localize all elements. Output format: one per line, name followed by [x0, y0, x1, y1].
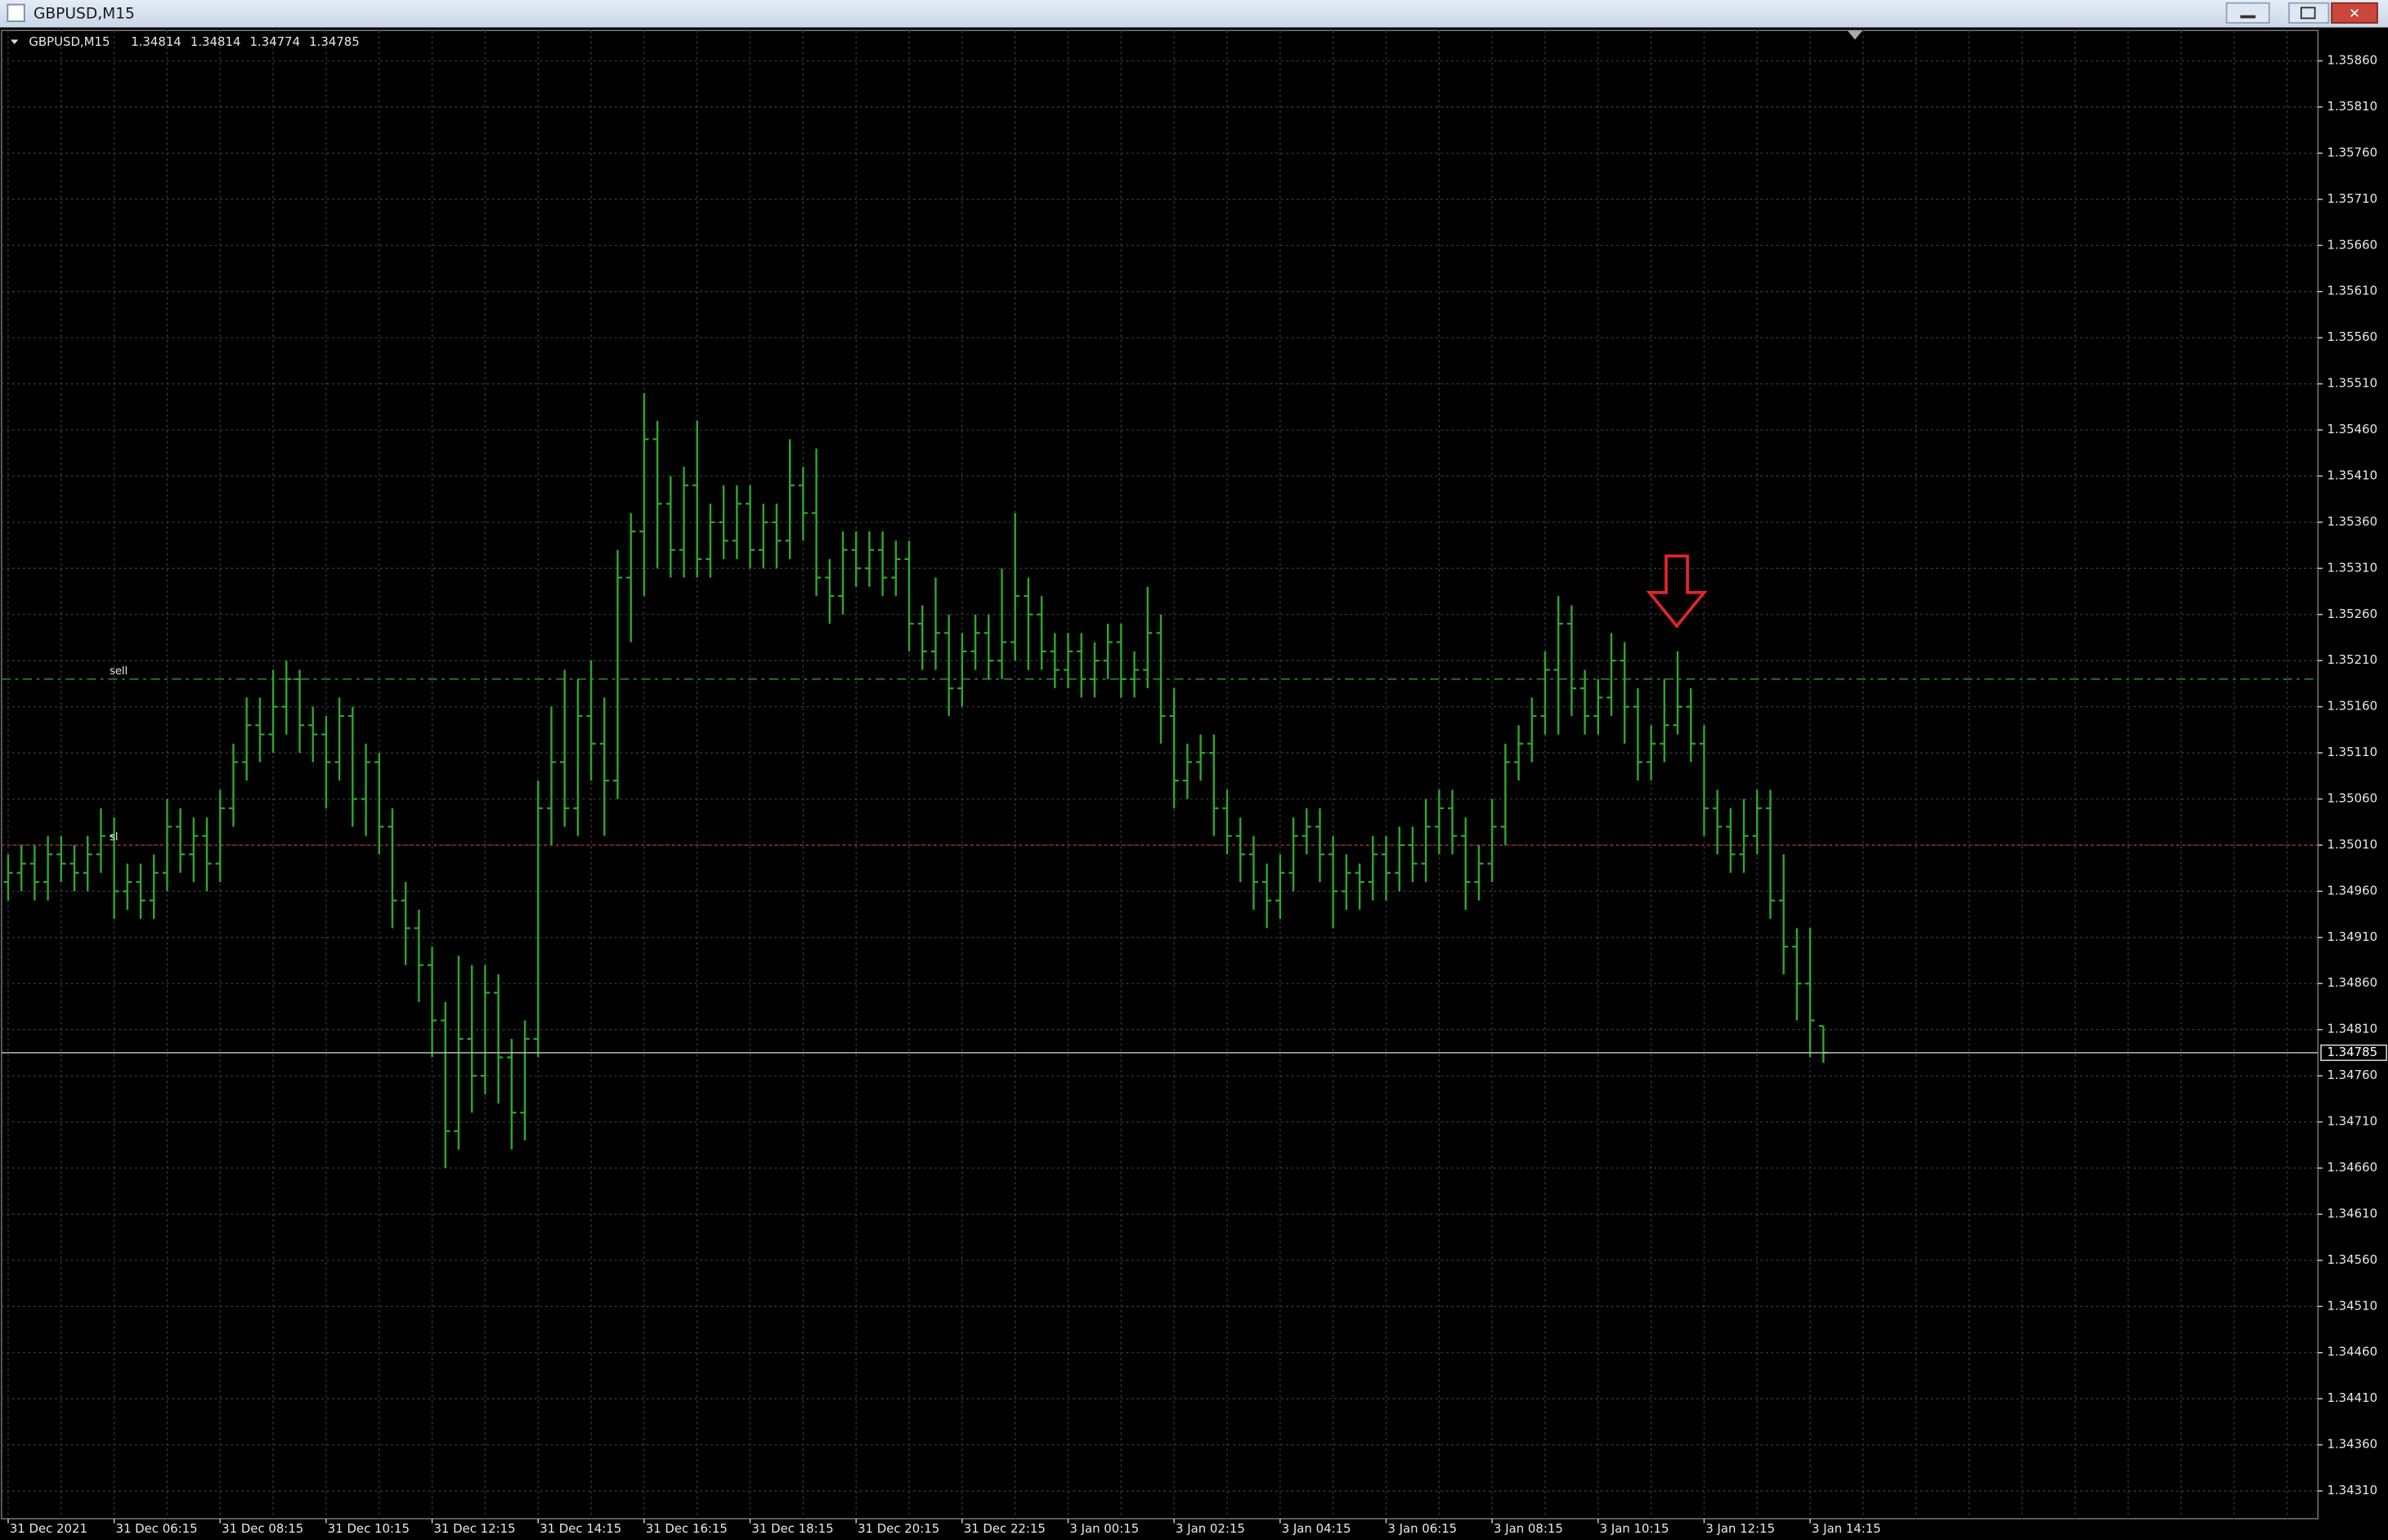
- y-tick-label: 1.34710: [2327, 1114, 2377, 1129]
- x-tick-label: 3 Jan 14:15: [1812, 1521, 1881, 1536]
- x-tick-label: 3 Jan 02:15: [1176, 1521, 1245, 1536]
- x-tick-label: 31 Dec 18:15: [751, 1521, 833, 1536]
- close-icon: ✕: [2349, 5, 2360, 21]
- y-tick-label: 1.35560: [2327, 329, 2377, 344]
- x-tick-label: 31 Dec 10:15: [328, 1521, 410, 1536]
- header-high: 1.34814: [190, 34, 241, 49]
- x-tick-label: 3 Jan 10:15: [1600, 1521, 1669, 1536]
- maximize-icon: [2300, 7, 2316, 20]
- minimize-button[interactable]: [2225, 2, 2270, 24]
- y-tick-label: 1.35810: [2327, 99, 2377, 114]
- y-tick-label: 1.35360: [2327, 514, 2377, 529]
- y-tick-label: 1.34310: [2327, 1483, 2377, 1497]
- x-tick-label: 3 Jan 06:15: [1387, 1521, 1457, 1536]
- x-tick-label: 31 Dec 16:15: [646, 1521, 728, 1536]
- x-tick-label: 31 Dec 06:15: [115, 1521, 197, 1536]
- y-tick-label: 1.35260: [2327, 607, 2377, 621]
- plot-frame: [1, 29, 2319, 1520]
- marks: [1, 392, 2319, 1168]
- header-close: 1.34785: [309, 34, 360, 49]
- y-tick-label: 1.35710: [2327, 191, 2377, 206]
- annotation-arrow: [1646, 554, 1708, 629]
- y-tick-label: 1.34960: [2327, 883, 2377, 898]
- order-level-label: sell: [110, 665, 128, 678]
- y-tick-label: 1.35860: [2327, 53, 2377, 68]
- y-tick-label: 1.34560: [2327, 1252, 2377, 1267]
- x-tick-label: 31 Dec 20:15: [858, 1521, 939, 1536]
- y-tick-label: 1.34810: [2327, 1022, 2377, 1036]
- y-tick-label: 1.35510: [2327, 376, 2377, 391]
- y-tick-label: 1.34660: [2327, 1160, 2377, 1175]
- header-symbol: GBPUSD,M15: [29, 34, 110, 49]
- y-tick-label: 1.35610: [2327, 284, 2377, 298]
- y-tick-label: 1.35410: [2327, 468, 2377, 482]
- y-tick-label: 1.35210: [2327, 652, 2377, 667]
- order-level-label: sl: [110, 831, 118, 844]
- header-open: 1.34814: [131, 34, 181, 49]
- y-tick-label: 1.35160: [2327, 699, 2377, 714]
- y-tick-label: 1.34610: [2327, 1206, 2377, 1220]
- bid-label: 1.34785: [2327, 1045, 2377, 1059]
- y-tick-label: 1.35010: [2327, 837, 2377, 852]
- x-tick-label: 31 Dec 22:15: [964, 1521, 1046, 1536]
- x-tick-label: 31 Dec 12:15: [433, 1521, 515, 1536]
- y-tick-label: 1.35110: [2327, 745, 2377, 759]
- y-tick-label: 1.35660: [2327, 237, 2377, 252]
- grid: [1, 30, 2319, 1519]
- x-tick-label: 31 Dec 14:15: [540, 1521, 621, 1536]
- x-tick-label: 3 Jan 04:15: [1282, 1521, 1351, 1536]
- maximize-button[interactable]: [2287, 2, 2330, 24]
- y-tick-label: 1.35060: [2327, 791, 2377, 806]
- x-tick-label: 3 Jan 00:15: [1069, 1521, 1139, 1536]
- y-tick-label: 1.34410: [2327, 1390, 2377, 1405]
- x-tick-label: 3 Jan 08:15: [1494, 1521, 1563, 1536]
- header-dropdown[interactable]: [11, 39, 19, 45]
- y-tick-label: 1.35310: [2327, 560, 2377, 575]
- x-tick-label: 31 Dec 2021: [10, 1521, 87, 1536]
- y-tick-label: 1.35460: [2327, 422, 2377, 436]
- title-bar: [0, 0, 2388, 28]
- y-tick-label: 1.34460: [2327, 1345, 2377, 1359]
- window-title: GBPUSD,M15: [34, 5, 135, 22]
- y-tick-label: 1.34760: [2327, 1068, 2377, 1082]
- bid-label-box: [2320, 1044, 2387, 1061]
- x-tick-label: 31 Dec 08:15: [222, 1521, 303, 1536]
- close-button[interactable]: [2331, 2, 2378, 24]
- y-tick-label: 1.34910: [2327, 929, 2377, 944]
- x-tick-label: 3 Jan 12:15: [1705, 1521, 1775, 1536]
- y-tick-label: 1.35760: [2327, 145, 2377, 159]
- y-tick-label: 1.34510: [2327, 1298, 2377, 1313]
- y-tick-label: 1.34860: [2327, 975, 2377, 990]
- shift-marker: [1847, 30, 1863, 40]
- header-low: 1.34774: [250, 34, 301, 49]
- window-icon: [7, 3, 25, 23]
- y-tick-label: 1.34360: [2327, 1437, 2377, 1452]
